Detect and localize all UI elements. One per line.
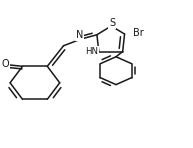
Text: S: S [109,18,115,28]
Text: HN: HN [85,47,98,56]
Text: Br: Br [133,28,144,38]
Text: N: N [76,30,83,40]
Text: O: O [2,59,9,69]
